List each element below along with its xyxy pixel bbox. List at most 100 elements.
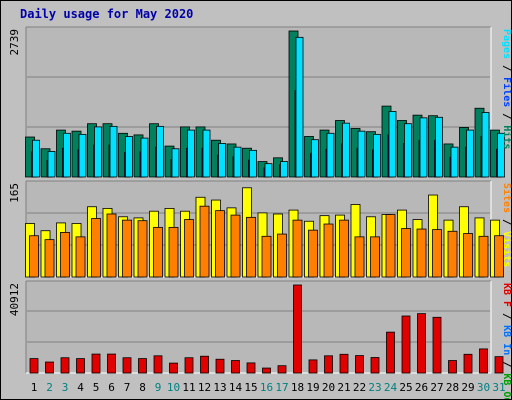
bar-kb-f: [76, 358, 85, 374]
x-tick-label: 20: [322, 381, 335, 394]
x-tick-label: 12: [198, 381, 211, 394]
legend-item: KB Out: [501, 373, 511, 399]
bar-sites: [199, 205, 210, 278]
bar-kb-f: [262, 367, 271, 374]
bar-kb-f: [153, 355, 163, 374]
bar-pages: [419, 117, 428, 178]
bar-pages: [311, 139, 319, 178]
legend-item: Visits: [501, 231, 511, 267]
bar-kb-f: [215, 358, 225, 374]
legend-separator: /: [501, 107, 511, 125]
x-tick-label: 10: [167, 381, 180, 394]
x-tick-label: 31: [492, 381, 505, 394]
bar-pages: [450, 146, 459, 178]
bar-pages: [326, 132, 335, 178]
x-tick-label: 30: [477, 381, 490, 394]
bar-kb-f: [417, 313, 426, 374]
bar-pages: [94, 126, 102, 178]
bar-kb-f: [386, 331, 395, 374]
x-tick-label: 22: [353, 381, 366, 394]
legend: Pages / Files / Hits: [501, 29, 511, 149]
bar-sites: [230, 214, 241, 278]
x-tick-label: 21: [337, 381, 350, 394]
bar-pages: [497, 132, 505, 178]
x-tick-label: 29: [461, 381, 474, 394]
x-tick-label: 4: [77, 381, 84, 394]
bar-pages: [264, 163, 273, 178]
bar-pages: [47, 151, 56, 178]
bar-kb-f: [107, 353, 116, 374]
x-tick-label: 5: [93, 381, 100, 394]
bar-kb-f: [231, 360, 240, 374]
bar-kb-f: [122, 357, 132, 374]
legend-item: Hits: [501, 125, 511, 149]
x-tick-label: 16: [260, 381, 273, 394]
x-tick-label: 6: [108, 381, 115, 394]
bar-sites: [246, 216, 256, 278]
bar-kb-f: [370, 357, 380, 374]
bar-sites: [153, 226, 163, 278]
bar-sites: [463, 233, 473, 278]
bar-sites: [292, 219, 303, 278]
bar-pages: [357, 130, 366, 178]
bar-sites: [261, 235, 272, 278]
x-tick-label: 11: [182, 381, 195, 394]
bar-sites: [168, 226, 179, 278]
x-tick-label: 17: [275, 381, 288, 394]
legend-separator: /: [501, 355, 511, 373]
legend-separator: /: [501, 213, 511, 231]
x-tick-label: 25: [399, 381, 412, 394]
bar-sites: [29, 235, 39, 278]
bar-kb-f: [339, 353, 349, 374]
x-tick-label: 18: [291, 381, 304, 394]
x-tick-label: 9: [155, 381, 162, 394]
x-tick-label: 26: [415, 381, 428, 394]
bar-kb-f: [200, 355, 209, 374]
x-tick-label: 27: [430, 381, 443, 394]
bar-pages: [32, 139, 40, 178]
legend-item: Files: [501, 77, 511, 107]
bar-sites: [122, 219, 132, 278]
x-tick-label: 24: [384, 381, 398, 394]
bar-kb-f: [324, 355, 333, 374]
bar-kb-f: [479, 348, 488, 374]
bar-pages: [109, 125, 118, 178]
x-tick-label: 1: [31, 381, 38, 394]
legend-separator: /: [501, 307, 511, 325]
bar-sites: [91, 218, 101, 278]
bar-pages: [404, 123, 412, 178]
bar-kb-f: [401, 315, 411, 374]
x-tick-label: 13: [213, 381, 226, 394]
bar-pages: [280, 161, 288, 178]
bar-pages: [156, 125, 164, 178]
bar-sites: [478, 235, 489, 278]
bar-pages: [233, 146, 242, 178]
bar-kb-f: [448, 360, 457, 374]
legend-item: KB F: [501, 283, 511, 307]
bar-sites: [60, 231, 70, 278]
x-tick-label: 15: [244, 381, 257, 394]
bar-kb-f: [184, 357, 194, 374]
y-max-label: 165: [8, 183, 21, 203]
legend-item: Sites: [501, 183, 511, 213]
bar-kb-f: [293, 284, 302, 374]
bar-pages: [388, 111, 397, 178]
legend: Sites / Visits: [501, 183, 511, 267]
bar-pages: [466, 129, 474, 178]
bar-kb-f: [463, 353, 473, 374]
bar-kb-f: [29, 358, 39, 374]
x-tick-label: 28: [446, 381, 459, 394]
legend-item: KB In: [501, 325, 511, 355]
bar-pages: [435, 116, 443, 178]
bar-pages: [481, 112, 490, 178]
bar-kb-f: [308, 359, 318, 374]
bar-pages: [125, 136, 133, 178]
bar-pages: [342, 122, 350, 178]
bar-kb-f: [45, 361, 54, 374]
plot-area: [26, 281, 491, 373]
bar-sites: [44, 239, 55, 278]
bar-sites: [184, 219, 194, 278]
bar-sites: [323, 223, 334, 278]
